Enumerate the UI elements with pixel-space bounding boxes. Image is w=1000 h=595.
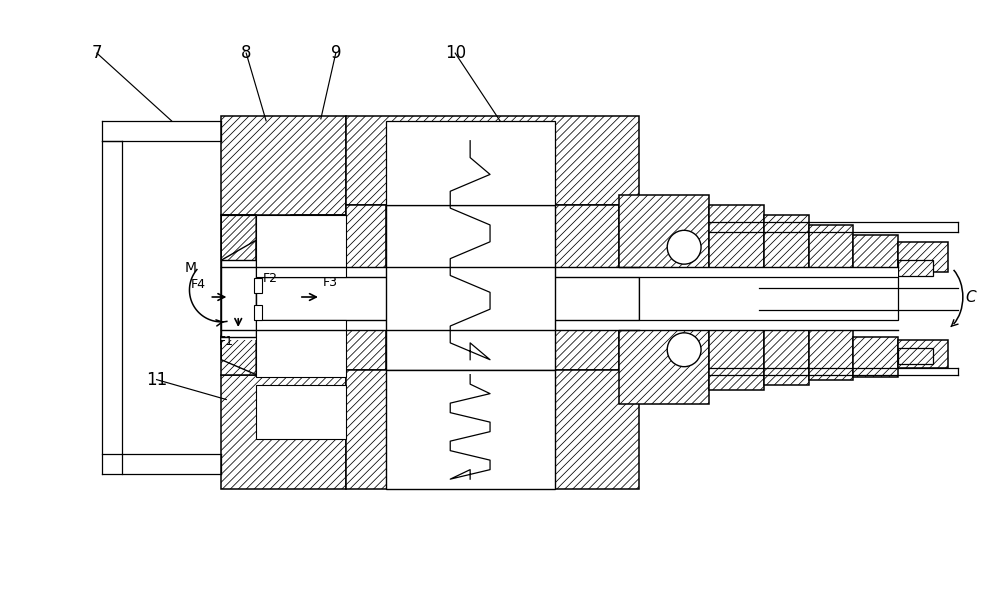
Bar (256, 320, 346, 377)
Polygon shape (221, 116, 346, 215)
Bar (221, 267, 639, 330)
Polygon shape (898, 340, 948, 368)
Polygon shape (709, 205, 764, 290)
Polygon shape (853, 337, 898, 377)
Bar (256, 277, 639, 320)
Bar (639, 277, 898, 320)
Bar (254, 305, 262, 320)
Polygon shape (898, 242, 948, 272)
Bar (256, 384, 346, 439)
Text: 8: 8 (241, 44, 251, 62)
Polygon shape (346, 369, 639, 489)
Polygon shape (291, 215, 346, 290)
Bar (386, 369, 555, 489)
Polygon shape (555, 205, 619, 369)
Polygon shape (346, 205, 386, 369)
Polygon shape (221, 215, 256, 260)
Polygon shape (619, 305, 709, 405)
Circle shape (667, 333, 701, 367)
Bar (386, 121, 555, 205)
Polygon shape (898, 260, 933, 276)
Polygon shape (764, 215, 809, 285)
Bar (386, 205, 555, 369)
Polygon shape (809, 330, 853, 380)
Bar (221, 260, 256, 337)
Text: C: C (966, 290, 976, 305)
Text: F2: F2 (263, 272, 278, 285)
Polygon shape (898, 347, 933, 364)
Bar (386, 369, 555, 489)
Text: 7: 7 (92, 44, 102, 62)
Bar (619, 267, 898, 330)
Polygon shape (764, 320, 809, 384)
Text: 11: 11 (146, 371, 167, 389)
Text: F3: F3 (323, 276, 338, 289)
Polygon shape (619, 196, 709, 295)
Polygon shape (809, 226, 853, 280)
Polygon shape (221, 335, 256, 375)
Bar (254, 278, 262, 293)
Bar (256, 215, 346, 277)
Text: M: M (184, 261, 196, 275)
Text: 10: 10 (445, 44, 466, 62)
Bar (386, 205, 555, 369)
Polygon shape (709, 310, 764, 390)
Polygon shape (346, 116, 639, 205)
Circle shape (667, 230, 701, 264)
Polygon shape (853, 235, 898, 277)
Bar (256, 215, 346, 277)
Polygon shape (221, 215, 256, 375)
Bar (256, 384, 346, 439)
Text: F1: F1 (218, 335, 233, 348)
Text: 9: 9 (331, 44, 341, 62)
Polygon shape (221, 375, 346, 489)
Bar (256, 320, 346, 377)
Text: F4: F4 (190, 278, 205, 291)
Bar (221, 260, 261, 340)
Polygon shape (291, 305, 346, 375)
Bar (386, 121, 555, 205)
